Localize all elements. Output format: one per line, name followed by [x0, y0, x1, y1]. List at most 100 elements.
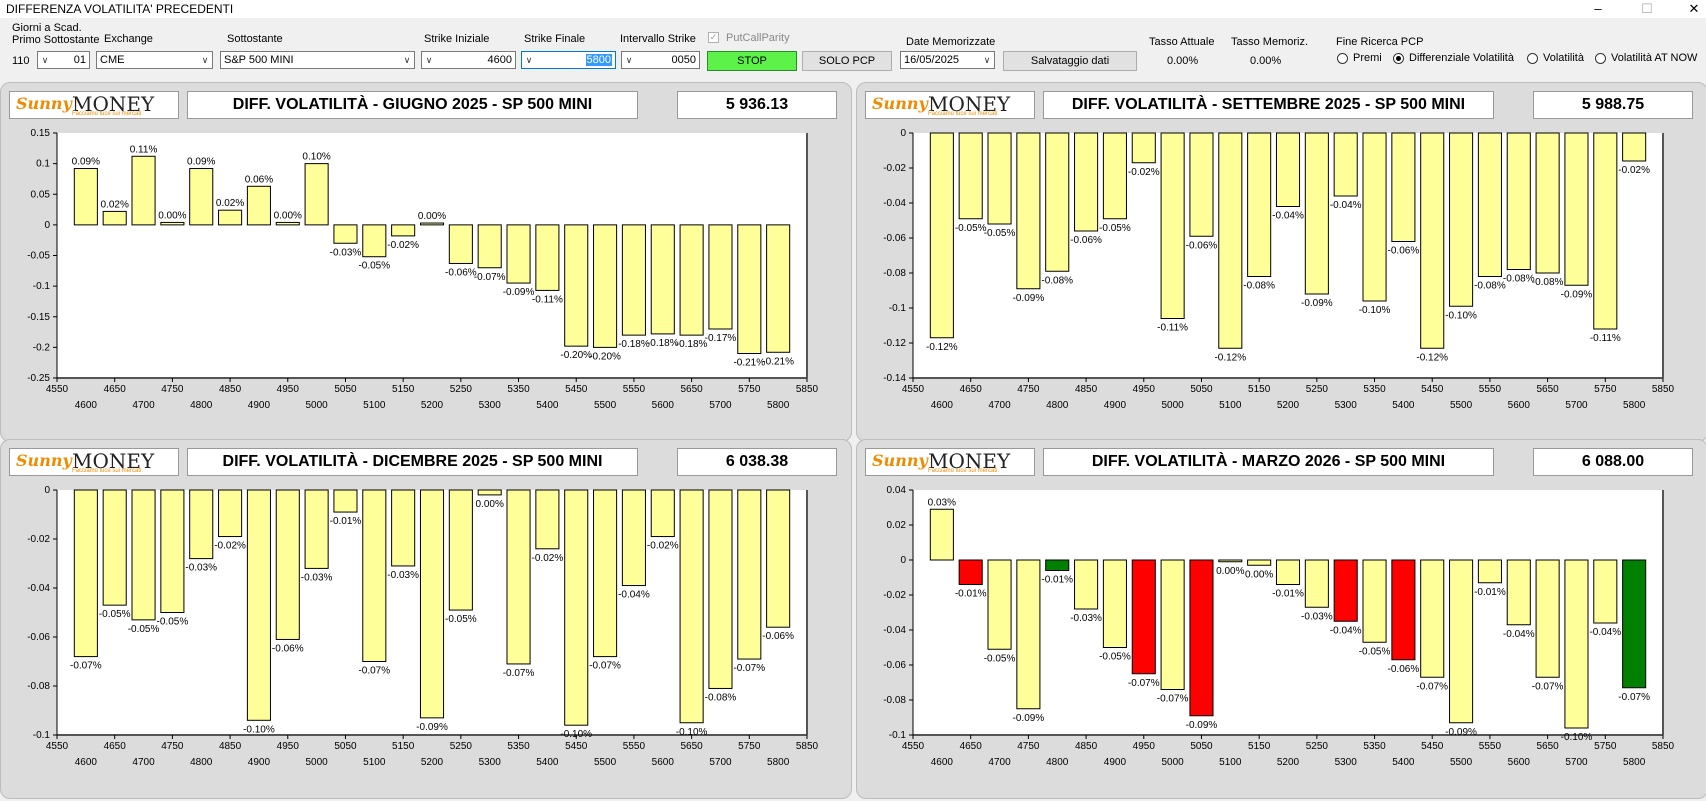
exchange-value: CME: [100, 54, 125, 66]
sottostante-select[interactable]: S&P 500 MINI ∨: [220, 51, 415, 69]
x-tick-label: 5300: [1335, 757, 1358, 768]
data-label: -0.21%: [762, 356, 794, 367]
x-tick-label: 5600: [1508, 400, 1531, 411]
data-label: -0.10%: [243, 724, 275, 735]
y-tick-label: -0.1: [889, 730, 907, 741]
data-label: -0.07%: [733, 663, 765, 674]
putcallparity-checkbox[interactable]: ✓: [708, 32, 719, 43]
bar: [1218, 559, 1243, 563]
data-label: -0.08%: [1532, 277, 1564, 288]
data-label: -0.06%: [272, 643, 304, 654]
bar: [1506, 559, 1531, 626]
radio-3[interactable]: [1595, 53, 1606, 64]
window-title: DIFFERENZA VOLATILITA' PRECEDENTI: [6, 2, 234, 16]
x-tick-label: 5400: [536, 757, 559, 768]
maximize-button[interactable]: ☐: [1641, 1, 1653, 16]
bar: [1420, 559, 1445, 678]
stop-button[interactable]: STOP: [707, 51, 797, 71]
y-tick-label: 0.02: [887, 520, 907, 531]
y-tick-label: -0.02: [883, 163, 906, 174]
strike-finale-select[interactable]: ∨ 5800: [521, 51, 616, 69]
x-tick-label: 4700: [132, 757, 155, 768]
data-label: -0.05%: [99, 609, 131, 620]
x-tick-label: 5100: [363, 400, 386, 411]
panel-title: DIFF. VOLATILITÀ - DICEMBRE 2025 - SP 50…: [187, 448, 638, 476]
y-tick-label: -0.1: [33, 730, 51, 741]
radio-0[interactable]: [1337, 53, 1348, 64]
bar: [102, 210, 127, 226]
radio-1[interactable]: [1393, 53, 1404, 64]
data-label: -0.10%: [560, 729, 592, 740]
bar: [1449, 132, 1474, 307]
exchange-select[interactable]: CME ∨: [96, 51, 213, 69]
salvataggio-button[interactable]: Salvataggio dati: [1003, 51, 1137, 71]
data-label: -0.11%: [1590, 333, 1621, 344]
bar: [506, 489, 531, 665]
bar: [131, 155, 156, 226]
data-label: -0.06%: [1070, 235, 1102, 246]
x-tick-label: 4850: [219, 384, 242, 395]
strike-iniziale-select[interactable]: ∨ 4600: [421, 51, 516, 69]
x-tick-label: 4900: [248, 400, 271, 411]
giorni-label: Giorni a Scad.: [12, 22, 82, 34]
data-label: 0.11%: [130, 144, 158, 155]
panel-price: 5 988.75: [1533, 91, 1693, 119]
data-label: -0.02%: [214, 541, 246, 552]
x-tick-label: 5200: [421, 757, 444, 768]
bar: [1247, 559, 1272, 566]
data-label: -0.09%: [503, 287, 535, 298]
data-label: -0.05%: [1099, 223, 1131, 234]
data-label: -0.05%: [955, 223, 987, 234]
giorni-select[interactable]: ∨ 01: [37, 51, 90, 69]
bar: [650, 489, 675, 538]
bar: [621, 224, 646, 336]
logo-sunny: Sunny: [16, 94, 72, 113]
x-tick-label: 5100: [1219, 757, 1242, 768]
x-tick-label: 5000: [305, 757, 328, 768]
data-label: 0.00%: [1216, 566, 1244, 577]
x-tick-label: 5700: [709, 757, 732, 768]
bar: [362, 489, 387, 662]
x-tick-label: 4950: [277, 384, 300, 395]
x-tick-label: 5250: [1306, 741, 1329, 752]
bar: [1391, 132, 1416, 242]
bar: [679, 489, 704, 724]
giorni-select-value: 01: [73, 54, 86, 66]
data-label: -0.09%: [1186, 720, 1218, 731]
data-label: -0.07%: [1532, 681, 1564, 692]
x-tick-label: 5450: [565, 384, 588, 395]
x-tick-label: 4900: [1104, 400, 1127, 411]
close-button[interactable]: ✕: [1688, 1, 1700, 16]
data-label: -0.04%: [1589, 627, 1621, 638]
x-tick-label: 4600: [75, 757, 98, 768]
x-tick-label: 4900: [1104, 757, 1127, 768]
bar: [1247, 132, 1272, 277]
fine-ricerca-label: Fine Ricerca PCP: [1336, 36, 1424, 48]
x-tick-label: 5350: [507, 741, 530, 752]
x-tick-label: 4650: [960, 741, 983, 752]
radio-2[interactable]: [1527, 53, 1538, 64]
x-tick-label: 5600: [652, 757, 675, 768]
x-tick-label: 5450: [1421, 741, 1444, 752]
sottostante-label: Sottostante: [227, 33, 283, 45]
x-tick-label: 5500: [594, 400, 617, 411]
date-memorizzate-select[interactable]: 16/05/2025 ∨: [900, 51, 995, 69]
x-tick-label: 5700: [709, 400, 732, 411]
giorni-value: 110: [12, 55, 30, 67]
bar: [1622, 559, 1647, 689]
x-tick-label: 4850: [1075, 741, 1098, 752]
minimize-button[interactable]: –: [1594, 1, 1602, 16]
data-label: 0.06%: [245, 174, 273, 185]
data-label: -0.07%: [589, 661, 621, 672]
x-tick-label: 5500: [1450, 400, 1473, 411]
y-tick-label: -0.2: [33, 342, 51, 353]
radio-label-0: Premi: [1353, 52, 1382, 64]
intervallo-select[interactable]: ∨ 0050: [621, 51, 700, 69]
data-label: -0.07%: [1128, 678, 1160, 689]
y-tick-label: 0: [44, 485, 50, 496]
y-tick-label: -0.04: [27, 583, 50, 594]
solo-pcp-button[interactable]: SOLO PCP: [802, 51, 892, 71]
data-label: -0.09%: [1445, 727, 1477, 738]
y-tick-label: -0.06: [883, 660, 906, 671]
x-tick-label: 5200: [421, 400, 444, 411]
